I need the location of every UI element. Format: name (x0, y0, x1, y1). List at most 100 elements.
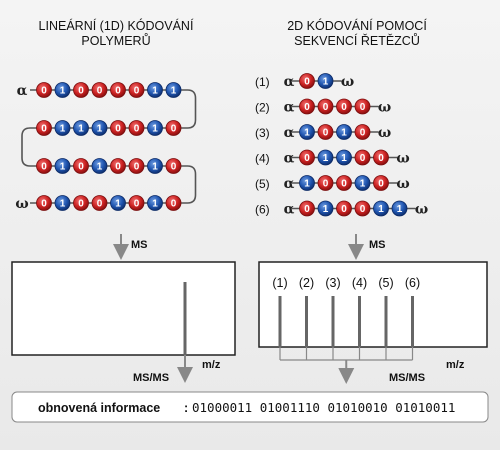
left-bead-r3-2-circle (54, 158, 71, 174)
left-bead-r1-7-digit: 1 (152, 86, 158, 97)
result-value: 01000011 01001110 01010010 01010011 (192, 400, 455, 415)
peak-label-3: (3) (325, 276, 340, 290)
left-bead-r1-4-circle (91, 82, 108, 98)
left-bead-r2-5: 0 (110, 120, 126, 136)
chain-2-bead-1-circle (299, 98, 315, 115)
left-bead-r4-3-digit: 0 (78, 199, 84, 210)
left-bead-r4-1-digit: 0 (41, 199, 47, 210)
chain-3-bead-2: 0 (317, 124, 334, 140)
chain-4-bead-3-circle (336, 149, 352, 166)
right-title-line1: 2D KÓDOVÁNÍ POMOCÍ (287, 18, 427, 33)
left-bead-r3-4-digit: 1 (97, 162, 103, 173)
chain-2-bead-1-digit: 0 (304, 102, 310, 113)
left-bead-r2-3-circle (73, 120, 89, 136)
chain-6-bead-4: 0 (354, 200, 371, 217)
chain-3: (3) α 1 0 1 0 ω (255, 124, 391, 141)
chain-4-bead-4-circle (354, 149, 371, 166)
left-bead-r2-3-digit: 1 (78, 124, 84, 135)
left-bead-r3-4: 1 (91, 158, 108, 174)
chain-2-omega: ω (378, 100, 391, 116)
chain-3-bead-1-digit: 1 (304, 128, 310, 139)
chain-3-bead-4-digit: 0 (360, 128, 366, 139)
left-bead-r4-8-digit: 0 (171, 199, 177, 210)
chain-2-bead-2: 0 (317, 98, 334, 115)
left-bead-r2-4-circle (91, 120, 108, 136)
chain-4-omega: ω (396, 151, 409, 167)
chain-3-omega: ω (378, 125, 391, 141)
left-bead-r3-3-circle (73, 158, 89, 174)
chain-3-bead-3-digit: 1 (341, 128, 347, 139)
left-bead-r3-3: 0 (73, 158, 89, 174)
chain-1-bead-1-circle (299, 73, 315, 89)
left-omega-terminus: ω (15, 196, 28, 212)
chain-6-bead-6-circle (391, 200, 408, 217)
chain-3-bead-3: 1 (336, 124, 352, 140)
chain-2-bead-1: 0 (299, 98, 315, 115)
chain-6-bead-1-digit: 0 (304, 204, 310, 215)
chain-6-bead-1: 0 (299, 200, 315, 217)
chain-6-bead-2-digit: 1 (323, 204, 329, 215)
chain-5-bead-5: 0 (373, 175, 389, 191)
left-bead-r3-5-digit: 0 (115, 162, 121, 173)
left-bead-r3-6-digit: 0 (134, 162, 140, 173)
chain-6-bead-1-circle (299, 200, 315, 217)
left-bead-r3-8: 0 (165, 158, 182, 174)
chain-6-bead-4-circle (354, 200, 371, 217)
left-bead-r3-1-circle (36, 158, 52, 174)
chain-2-bead-4-digit: 0 (360, 102, 366, 113)
linear-polymer-chain: α ω 0 1 0 0 0 0 1 1 0 1 1 1 0 0 1 0 0 1 0 1 0 0 1 0 0 1 0 0 1 0 1 0 (15, 82, 197, 212)
chain-6-bead-5-circle (373, 200, 389, 217)
left-bead-r1-8-circle (165, 82, 182, 98)
chain-1-alpha: α (284, 74, 295, 90)
chain-5-bead-2-circle (317, 175, 334, 191)
chain-5-bead-4-circle (354, 175, 371, 191)
chain-4-bead-1-circle (299, 149, 315, 166)
left-bead-r1-5: 0 (110, 82, 126, 98)
chain-5-bead-2-digit: 0 (323, 179, 329, 190)
chain-4: (4) α 0 1 1 0 0 ω (255, 149, 410, 167)
left-bead-r4-7-circle (147, 195, 163, 211)
left-bead-r2-2-digit: 1 (60, 124, 66, 135)
left-bead-r1-2-circle (54, 82, 71, 98)
chain-4-bead-2: 1 (317, 149, 334, 166)
chain-5-bead-5-circle (373, 175, 389, 191)
left-bead-r3-8-digit: 0 (171, 162, 177, 173)
left-msms-label: MS/MS (133, 372, 169, 384)
chain-2-bead-3: 0 (336, 98, 352, 115)
left-bead-r4-8-circle (165, 195, 182, 211)
chain-6-bead-6-digit: 1 (397, 204, 403, 215)
left-bead-r4-8: 0 (165, 195, 182, 211)
chain-4-bead-3-digit: 1 (341, 153, 347, 164)
chain-4-bead-4-digit: 0 (360, 153, 366, 164)
left-axis-label: m/z (202, 359, 221, 371)
chain-1-bead-2-circle (317, 73, 334, 89)
right-msms-label: MS/MS (389, 372, 425, 384)
left-bead-r4-7-digit: 1 (152, 199, 158, 210)
chain-2-bead-4-circle (354, 98, 371, 115)
chain-6-bead-3: 0 (336, 200, 352, 217)
right-title-line2: SEKVENCÍ ŘETĚZCŮ (294, 33, 420, 48)
chain-6-bead-5: 1 (373, 200, 389, 217)
left-bead-r3-6: 0 (128, 158, 145, 174)
chain-3-bead-2-digit: 0 (323, 128, 329, 139)
chain-4-bead-2-circle (317, 149, 334, 166)
left-bead-r1-6: 0 (128, 82, 145, 98)
left-bead-r4-5-digit: 1 (115, 199, 121, 210)
chain-6-bead-3-circle (336, 200, 352, 217)
left-bead-r1-4: 0 (91, 82, 108, 98)
right-axis-label: m/z (446, 359, 465, 371)
left-bead-r2-8-digit: 0 (171, 124, 177, 135)
left-alpha-terminus: α (17, 83, 28, 99)
left-bead-r2-1-digit: 0 (41, 124, 47, 135)
left-bead-r1-7-circle (147, 82, 163, 98)
left-bead-r1-3-digit: 0 (78, 86, 84, 97)
left-bead-r2-4-digit: 1 (97, 124, 103, 135)
left-bead-r4-2-circle (54, 195, 71, 211)
chain-1-bead-1-digit: 0 (304, 77, 310, 88)
left-bead-r2-7: 1 (147, 120, 163, 136)
chain-2: (2) α 0 0 0 0 ω (255, 98, 391, 116)
chain-2-alpha: α (284, 100, 295, 116)
chain-3-bead-3-circle (336, 124, 352, 140)
left-bead-r3-2: 1 (54, 158, 71, 174)
